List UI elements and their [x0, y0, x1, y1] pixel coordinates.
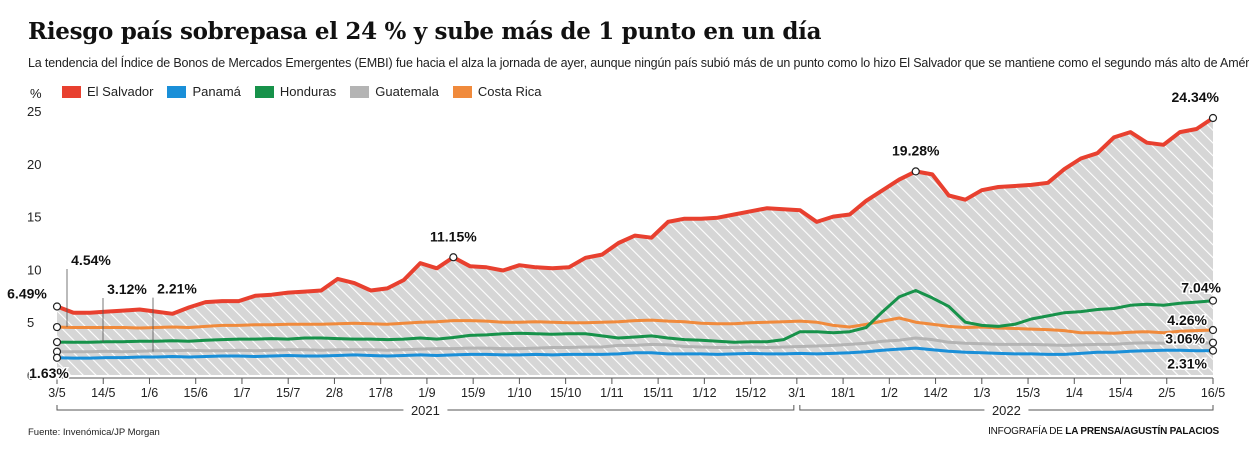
annotation-marker — [1208, 113, 1218, 123]
source-note: Fuente: Invenómica/JP Morgan — [28, 427, 160, 438]
legend-item-honduras: Honduras — [254, 84, 337, 99]
series-line-costa-rica — [55, 316, 1215, 335]
x-tick-label: 15/12 — [735, 386, 766, 400]
annotation-marker — [1208, 338, 1218, 347]
annotation-label: 4.26% — [1167, 312, 1207, 328]
x-tick-label: 2/5 — [1158, 386, 1175, 400]
y-tick-label: 15 — [27, 210, 41, 225]
annotation-marker — [1208, 325, 1218, 335]
annotation-label: 6.49% — [7, 285, 47, 301]
annotation-label: 2.21% — [157, 281, 197, 297]
legend-item-guatemala: Guatemala — [350, 84, 439, 99]
legend-swatch-guatemala — [350, 85, 370, 98]
y-tick-label: 10 — [27, 262, 41, 277]
x-tick-label: 15/10 — [550, 386, 581, 400]
y-tick-label: 0 — [27, 368, 34, 383]
x-tick-label: 1/7 — [233, 386, 250, 400]
legend-item-panama: Panamá — [167, 84, 241, 99]
x-tick-label: 1/11 — [600, 386, 623, 400]
legend-swatch-costa-rica — [452, 85, 472, 98]
annotation-marker — [1208, 346, 1218, 355]
annotation-label: 19.28% — [892, 142, 940, 158]
annotation-marker — [911, 167, 920, 176]
legend-label-costa-rica: Costa Rica — [477, 84, 542, 99]
year-label-bg — [403, 404, 448, 418]
annotation-marker — [1208, 296, 1218, 305]
el-salvador-area — [57, 118, 1213, 375]
annotation-label: 11.15% — [430, 228, 477, 244]
year-label-bg — [984, 404, 1029, 418]
credit-prefix: INFOGRAFÍA DE — [988, 426, 1066, 437]
x-tick-label: 15/7 — [276, 386, 300, 400]
x-tick-label: 1/3 — [973, 386, 990, 400]
annotation-label: 3.06% — [1165, 331, 1205, 347]
legend-label-guatemala: Guatemala — [375, 84, 439, 99]
annotation-label: 1.63% — [29, 365, 69, 381]
legend-swatch-honduras — [254, 85, 274, 98]
x-tick-label: 3/5 — [48, 386, 65, 400]
legend-item-costa-rica: Costa Rica — [452, 84, 542, 99]
x-tick-label: 14/2 — [923, 386, 947, 400]
chart-legend: El Salvador Panamá Honduras Guatemala Co… — [62, 84, 555, 99]
y-tick-label: 5 — [27, 315, 34, 330]
x-tick-label: 18/1 — [831, 386, 855, 400]
x-tick-label: 3/1 — [788, 386, 805, 400]
x-tick-label: 15/9 — [461, 386, 485, 400]
legend-label-panama: Panamá — [192, 84, 241, 99]
x-tick-label: 1/6 — [141, 386, 158, 400]
series-line-el-salvador — [55, 116, 1215, 316]
y-tick-label: 25 — [27, 104, 41, 119]
x-tick-label: 15/11 — [643, 386, 673, 400]
legend-item-el-salvador: El Salvador — [62, 84, 153, 99]
annotation-label: 3.12% — [107, 281, 147, 297]
legend-swatch-panama — [167, 85, 187, 98]
x-tick-label: 1/2 — [881, 386, 898, 400]
annotation-marker — [449, 253, 458, 262]
annotation-marker — [52, 302, 62, 311]
annotation-label: 7.04% — [1181, 280, 1221, 296]
x-tick-label: 16/5 — [1201, 386, 1225, 400]
x-tick-label: 17/8 — [369, 386, 393, 400]
annotation-label: 4.54% — [71, 252, 111, 268]
y-tick-label: 20 — [27, 157, 41, 172]
series-line-guatemala — [55, 336, 1215, 354]
legend-label-el-salvador: El Salvador — [87, 84, 154, 99]
x-tick-label: 1/9 — [418, 386, 435, 400]
annotation-label: 2.31% — [1167, 356, 1207, 372]
annotation-marker — [52, 353, 62, 362]
legend-swatch-el-salvador — [62, 85, 81, 98]
x-tick-label: 14/5 — [91, 386, 115, 400]
series-line-honduras — [55, 289, 1215, 344]
chart-subtitle: La tendencia del Índice de Bonos de Merc… — [28, 56, 1249, 70]
chart-title: Riesgo país sobrepasa el 24 % y sube más… — [28, 18, 822, 45]
credit-note: INFOGRAFÍA DE LA PRENSA/AGUSTÍN PALACIOS — [988, 426, 1219, 437]
credit-name: LA PRENSA/AGUSTÍN PALACIOS — [1065, 426, 1219, 437]
year-label: 2021 — [411, 403, 440, 418]
x-tick-label: 15/4 — [1108, 386, 1132, 400]
x-tick-label: 1/10 — [507, 386, 531, 400]
annotation-marker — [52, 322, 62, 332]
x-tick-label: 1/4 — [1066, 386, 1083, 400]
year-label: 2022 — [992, 403, 1021, 418]
annotation-label: 24.34% — [1172, 89, 1220, 105]
annotation-marker — [52, 337, 62, 347]
x-tick-label: 15/3 — [1016, 386, 1040, 400]
series-line-panam — [55, 346, 1215, 360]
x-tick-label: 2/8 — [326, 386, 343, 400]
x-tick-label: 15/6 — [184, 386, 208, 400]
x-tick-label: 1/12 — [692, 386, 716, 400]
y-axis-unit-label: % — [30, 86, 42, 101]
legend-label-honduras: Honduras — [279, 84, 337, 99]
